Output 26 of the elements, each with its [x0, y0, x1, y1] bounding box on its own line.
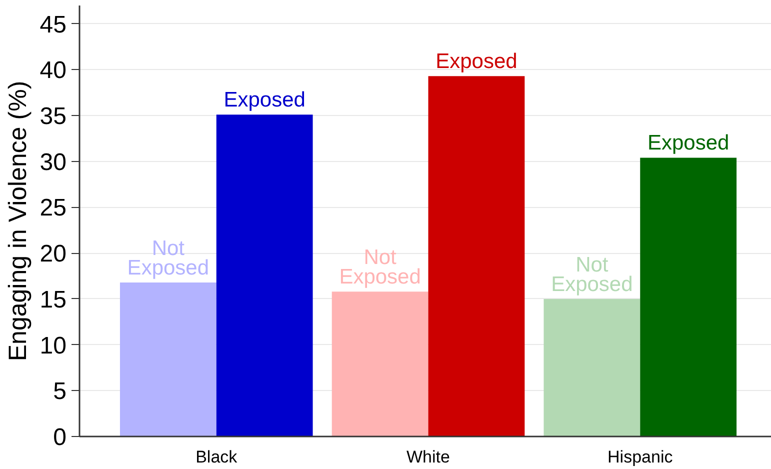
y-tick-label: 30 — [40, 148, 67, 176]
bar — [332, 292, 428, 436]
text: Not Exposed — [339, 246, 421, 289]
bar — [544, 298, 640, 436]
y-tick-label: 0 — [53, 424, 67, 451]
y-tick-label: 45 — [40, 11, 67, 38]
y-tick-label: 15 — [40, 286, 67, 314]
bar — [216, 114, 313, 436]
y-tick-label: 40 — [40, 57, 67, 84]
x-tick-label: White — [406, 448, 450, 466]
x-tick-label: Hispanic — [608, 448, 674, 466]
y-tick-label: 10 — [40, 332, 67, 360]
y-axis-title: Engaging in Violence (%) — [4, 80, 32, 362]
text: Not Exposed — [551, 253, 633, 296]
y-tick-label: 20 — [40, 240, 67, 268]
series-label: Exposed — [224, 88, 306, 112]
bar — [640, 158, 737, 436]
x-tick-label: Black — [196, 448, 238, 466]
y-tick-label: 5 — [53, 378, 67, 406]
bar — [428, 76, 525, 436]
y-tick-label: 35 — [40, 103, 67, 130]
y-tick-label: 25 — [40, 194, 67, 222]
text: Exposed — [436, 50, 518, 74]
text: Exposed — [647, 132, 730, 155]
series-label: Not Exposed — [127, 236, 210, 280]
bar — [120, 282, 216, 436]
